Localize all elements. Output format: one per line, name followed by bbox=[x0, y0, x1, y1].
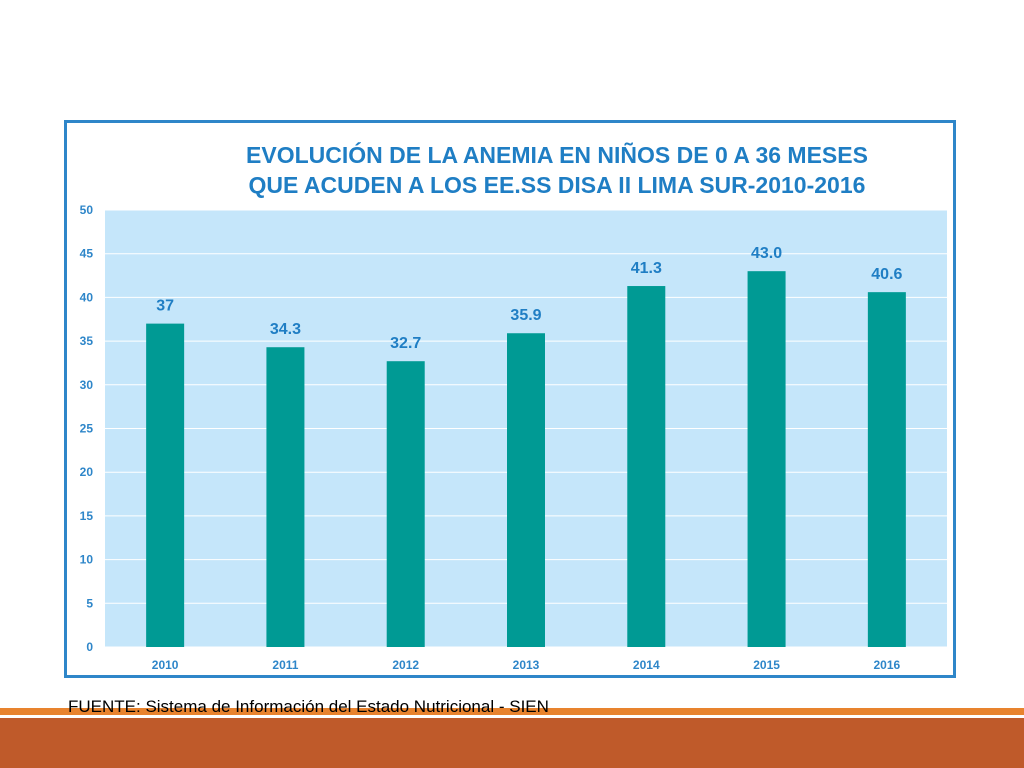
x-tick-label: 2010 bbox=[152, 658, 179, 672]
source-note: FUENTE: Sistema de Información del Estad… bbox=[68, 697, 549, 716]
y-tick-label: 25 bbox=[80, 422, 94, 436]
bar-chart: EVOLUCIÓN DE LA ANEMIA EN NIÑOS DE 0 A 3… bbox=[80, 141, 947, 672]
x-tick-label: 2013 bbox=[513, 658, 540, 672]
bar bbox=[747, 271, 786, 647]
x-tick-label: 2012 bbox=[392, 658, 419, 672]
chart-frame: EVOLUCIÓN DE LA ANEMIA EN NIÑOS DE 0 A 3… bbox=[64, 120, 956, 678]
y-tick-label: 45 bbox=[80, 247, 94, 261]
chart-title-line-1: EVOLUCIÓN DE LA ANEMIA EN NIÑOS DE 0 A 3… bbox=[246, 141, 868, 168]
y-tick-label: 10 bbox=[80, 553, 94, 567]
x-tick-label: 2014 bbox=[633, 658, 660, 672]
x-tick-label: 2015 bbox=[753, 658, 780, 672]
footer-stripe-main bbox=[0, 718, 1024, 768]
bar bbox=[146, 323, 185, 647]
footer-stripe-thin bbox=[0, 708, 1024, 715]
x-tick-label: 2011 bbox=[272, 658, 298, 672]
y-tick-label: 0 bbox=[86, 640, 93, 654]
y-tick-label: 30 bbox=[80, 378, 94, 392]
y-tick-label: 50 bbox=[80, 203, 94, 217]
bar bbox=[867, 292, 906, 647]
data-label: 35.9 bbox=[510, 307, 541, 324]
bar bbox=[507, 333, 545, 647]
bar bbox=[386, 361, 425, 647]
data-label: 43.0 bbox=[751, 245, 782, 262]
y-tick-label: 20 bbox=[80, 465, 94, 479]
data-label: 34.3 bbox=[270, 321, 301, 338]
data-label: 40.6 bbox=[871, 266, 902, 283]
y-tick-label: 5 bbox=[86, 596, 93, 610]
y-tick-label: 35 bbox=[80, 334, 94, 348]
data-label: 41.3 bbox=[631, 260, 662, 277]
bar bbox=[627, 286, 666, 647]
bar bbox=[266, 347, 305, 647]
data-label: 37 bbox=[156, 298, 174, 315]
x-tick-label: 2016 bbox=[874, 658, 901, 672]
y-tick-label: 15 bbox=[80, 509, 94, 523]
y-tick-label: 40 bbox=[80, 290, 94, 304]
chart-title-line-2: QUE ACUDEN A LOS EE.SS DISA II LIMA SUR-… bbox=[249, 172, 866, 198]
data-label: 32.7 bbox=[390, 335, 421, 352]
